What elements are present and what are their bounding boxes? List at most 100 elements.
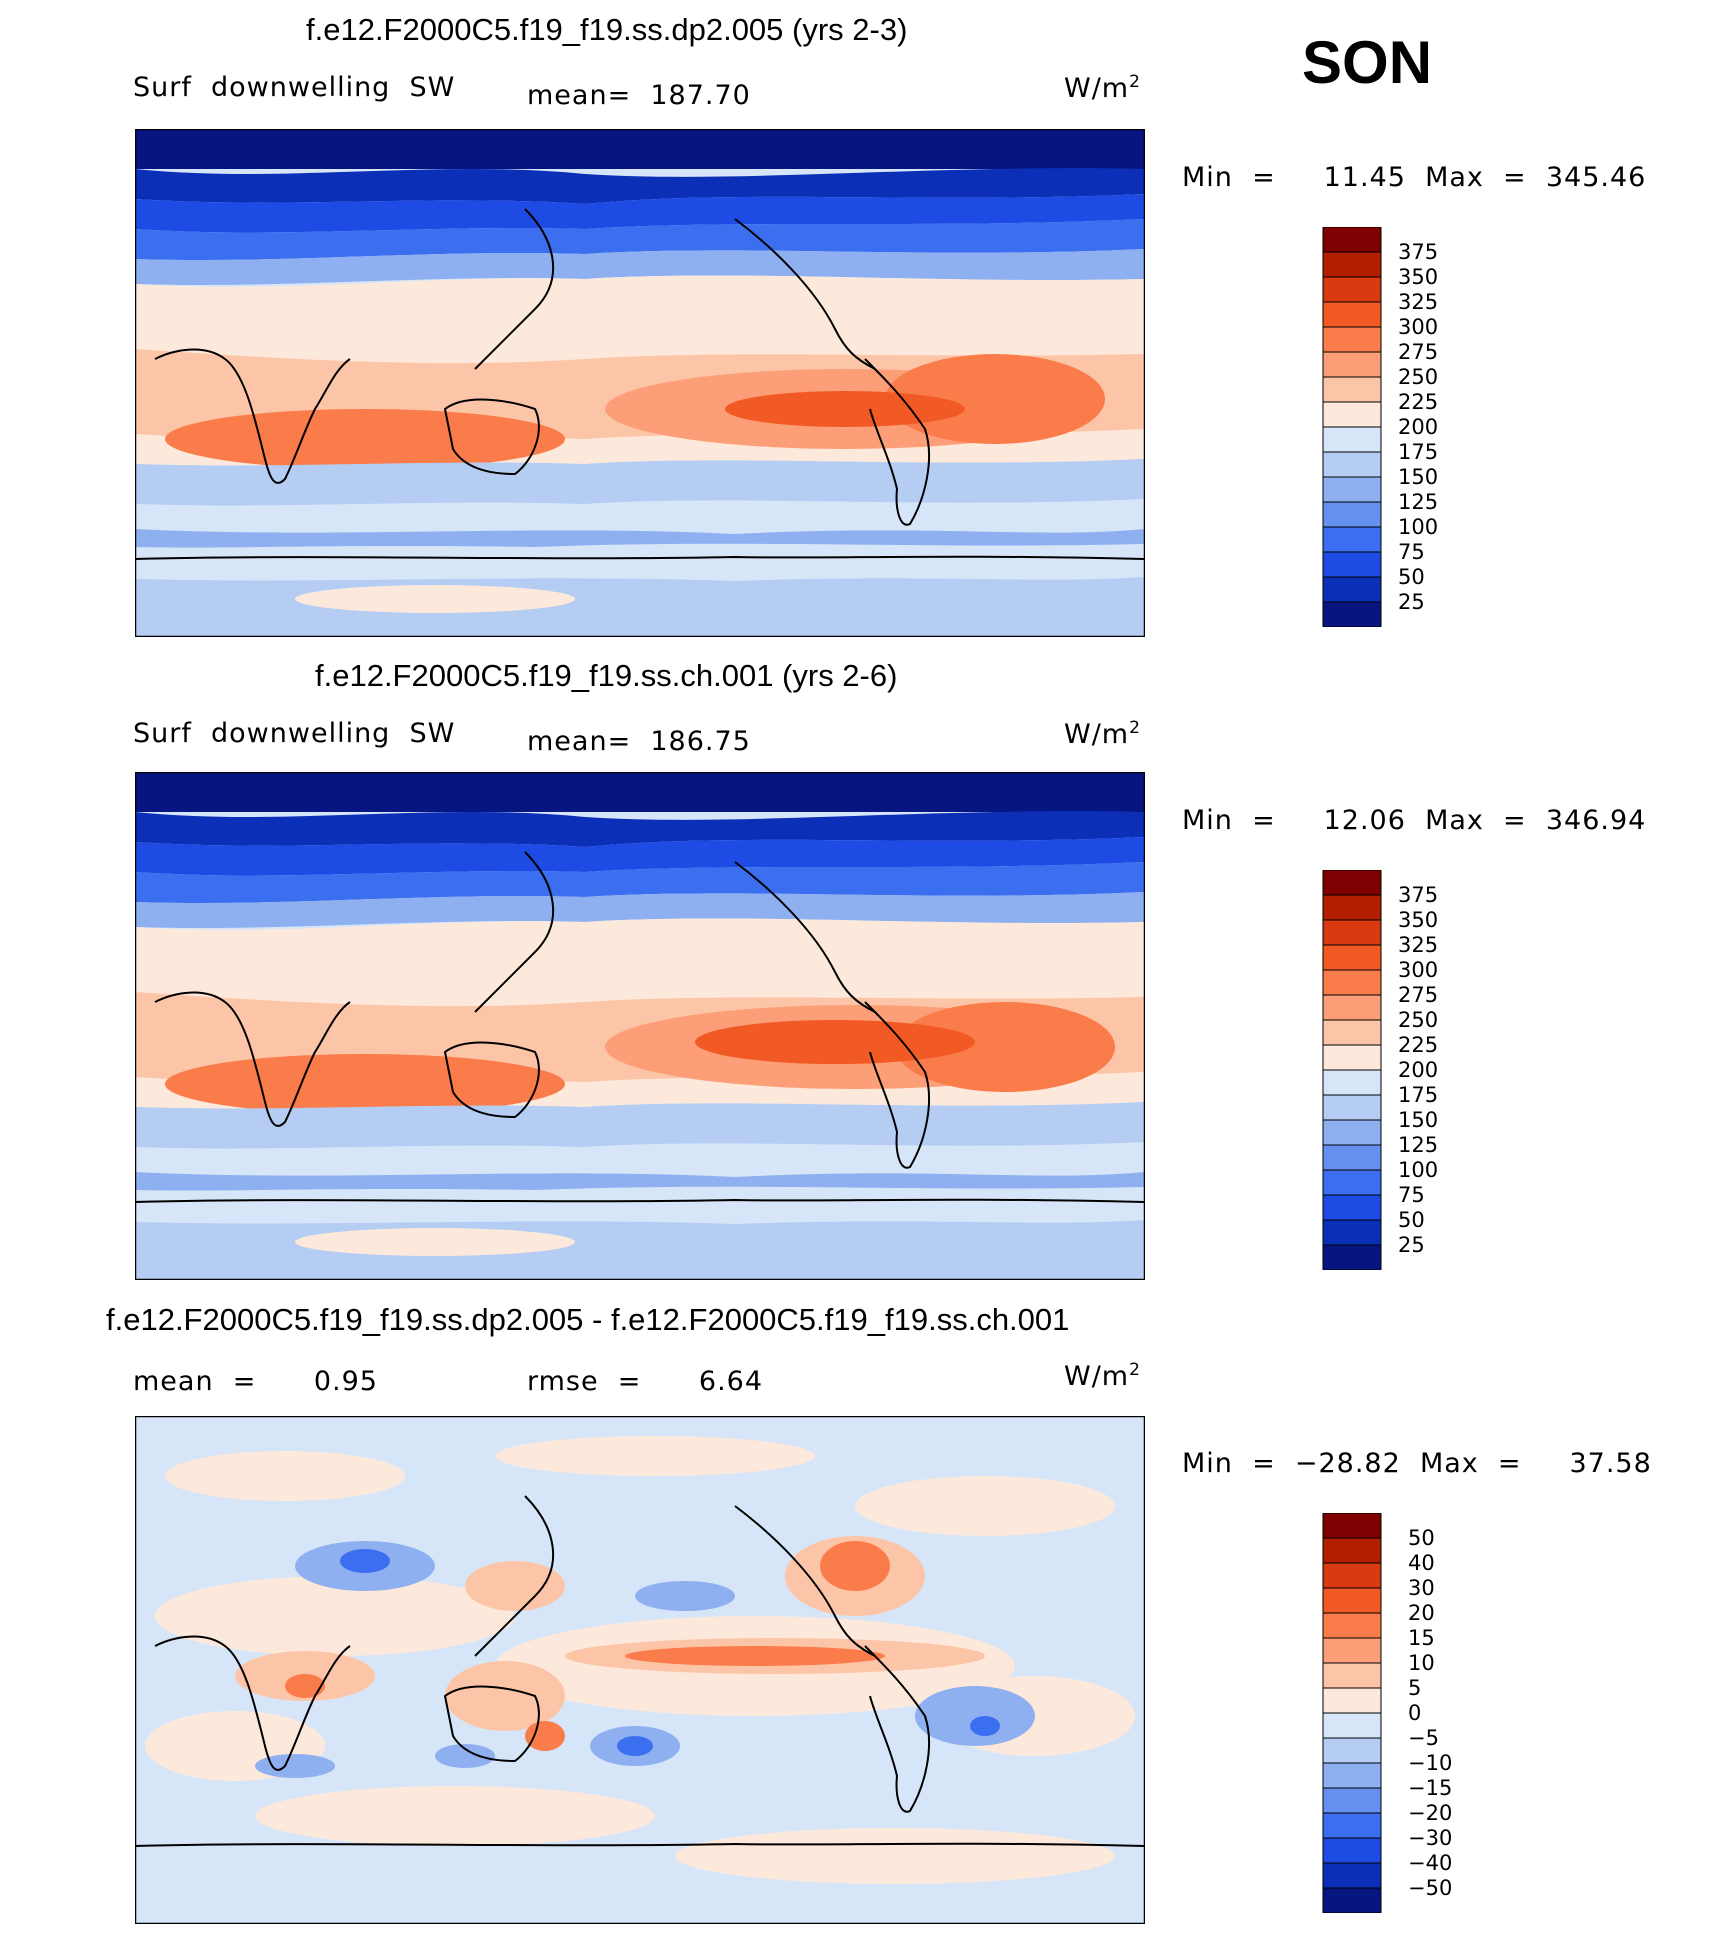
colorbar-swatch: [1322, 1094, 1382, 1121]
panel-title: f.e12.F2000C5.f19_f19.ss.ch.001 (yrs 2-6…: [315, 658, 898, 693]
colorbar-tick-label: 20: [1408, 1601, 1435, 1625]
colorbar-swatch: [1322, 919, 1382, 946]
colorbar-swatches: [1322, 1512, 1382, 1914]
min-max-label: Min = 12.06 Max = 346.94: [1182, 805, 1647, 836]
colorbar-tick-label: 0: [1408, 1701, 1422, 1725]
panel-title: f.e12.F2000C5.f19_f19.ss.dp2.005 (yrs 2-…: [306, 12, 908, 47]
colorbar-swatch: [1322, 1737, 1382, 1764]
colorbar-swatch: [1322, 1144, 1382, 1171]
colorbar-swatch: [1322, 1787, 1382, 1814]
colorbar-tick-label: 25: [1398, 1233, 1425, 1257]
colorbar-tick-label: 125: [1398, 1133, 1439, 1157]
colorbar-tick-label: −20: [1408, 1801, 1453, 1825]
colorbar-tick-label: 75: [1398, 1183, 1425, 1207]
colorbar: [1322, 869, 1386, 1275]
colorbar-swatch: [1322, 401, 1382, 428]
colorbar-swatch: [1322, 1862, 1382, 1889]
colorbar-tick-label: 30: [1408, 1576, 1435, 1600]
colorbar-tick-label: 250: [1398, 365, 1439, 389]
colorbar-tick-label: 300: [1398, 958, 1439, 982]
colorbar-swatch: [1322, 251, 1382, 278]
colorbar: [1322, 226, 1386, 632]
colorbar-tick-label: 50: [1408, 1526, 1435, 1550]
colorbar-swatch: [1322, 1019, 1382, 1046]
colorbar-tick-label: 275: [1398, 983, 1439, 1007]
colorbar-swatches: [1322, 869, 1382, 1271]
variable-label: Surf downwelling SW: [133, 718, 456, 749]
colorbar-swatch: [1322, 376, 1382, 403]
colorbar-swatch: [1322, 869, 1382, 896]
colorbar-tick-label: 275: [1398, 340, 1439, 364]
min-max-label: Min = 11.45 Max = 345.46: [1182, 162, 1647, 193]
colorbar: [1322, 1512, 1386, 1918]
colorbar-tick-label: −30: [1408, 1826, 1453, 1850]
colorbar-tick-label: 225: [1398, 1033, 1439, 1057]
colorbar-swatch: [1322, 1537, 1382, 1564]
colorbar-tick-label: 175: [1398, 1083, 1439, 1107]
colorbar-tick-label: 75: [1398, 540, 1425, 564]
colorbar-tick-label: 175: [1398, 440, 1439, 464]
colorbar-tick-label: −10: [1408, 1751, 1453, 1775]
colorbar-swatch: [1322, 501, 1382, 528]
colorbar-swatch: [1322, 226, 1382, 253]
colorbar-tick-label: 50: [1398, 1208, 1425, 1232]
map-plot: [135, 1416, 1145, 1924]
colorbar-swatch: [1322, 894, 1382, 921]
colorbar-tick-label: 200: [1398, 1058, 1439, 1082]
colorbar-tick-label: 15: [1408, 1626, 1435, 1650]
colorbar-swatch: [1322, 944, 1382, 971]
colorbar-swatch: [1322, 1512, 1382, 1539]
colorbar-tick-label: 150: [1398, 465, 1439, 489]
map-plot: [135, 772, 1145, 1280]
colorbar-tick-label: 375: [1398, 240, 1439, 264]
colorbar-swatch: [1322, 1612, 1382, 1639]
colorbar-swatch: [1322, 1812, 1382, 1839]
colorbar-swatch: [1322, 1244, 1382, 1271]
min-max-label: Min = −28.82 Max = 37.58: [1182, 1448, 1652, 1479]
colorbar-tick-label: −40: [1408, 1851, 1453, 1875]
colorbar-tick-label: 150: [1398, 1108, 1439, 1132]
colorbar-swatch: [1322, 1587, 1382, 1614]
colorbar-swatch: [1322, 426, 1382, 453]
colorbar-swatch: [1322, 969, 1382, 996]
colorbar-tick-label: 100: [1398, 1158, 1439, 1182]
mean-label: mean= 186.75: [527, 726, 751, 757]
colorbar-tick-label: 325: [1398, 290, 1439, 314]
map-plot: [135, 129, 1145, 637]
colorbar-swatch: [1322, 601, 1382, 628]
units-label: W/m2: [1064, 72, 1141, 104]
colorbar-tick-label: 50: [1398, 565, 1425, 589]
colorbar-tick-label: 250: [1398, 1008, 1439, 1032]
variable-label: Surf downwelling SW: [133, 72, 456, 103]
colorbar-swatch: [1322, 1762, 1382, 1789]
colorbar-swatch: [1322, 476, 1382, 503]
colorbar-tick-label: 40: [1408, 1551, 1435, 1575]
colorbar-swatch: [1322, 1687, 1382, 1714]
colorbar-tick-label: 100: [1398, 515, 1439, 539]
colorbar-swatch: [1322, 1712, 1382, 1739]
colorbar-swatch: [1322, 1637, 1382, 1664]
colorbar-swatch: [1322, 576, 1382, 603]
colorbar-swatch: [1322, 526, 1382, 553]
colorbar-tick-label: 5: [1408, 1676, 1422, 1700]
colorbar-swatch: [1322, 551, 1382, 578]
colorbar-tick-label: −5: [1408, 1726, 1439, 1750]
season-label: SON: [1302, 29, 1433, 96]
colorbar-tick-label: 300: [1398, 315, 1439, 339]
colorbar-swatch: [1322, 1119, 1382, 1146]
colorbar-swatch: [1322, 326, 1382, 353]
units-label: W/m2: [1064, 1360, 1141, 1392]
colorbar-tick-label: −15: [1408, 1776, 1453, 1800]
colorbar-swatch: [1322, 1044, 1382, 1071]
colorbar-swatch: [1322, 1562, 1382, 1589]
colorbar-tick-label: −50: [1408, 1876, 1453, 1900]
colorbar-swatch: [1322, 351, 1382, 378]
map-panel: [135, 1416, 1145, 1924]
colorbar-swatch: [1322, 1662, 1382, 1689]
colorbar-swatch: [1322, 301, 1382, 328]
mean-label: mean= 187.70: [527, 80, 751, 111]
colorbar-swatch: [1322, 1887, 1382, 1914]
colorbar-swatch: [1322, 1169, 1382, 1196]
colorbar-tick-label: 25: [1398, 590, 1425, 614]
map-panel: [135, 129, 1145, 637]
